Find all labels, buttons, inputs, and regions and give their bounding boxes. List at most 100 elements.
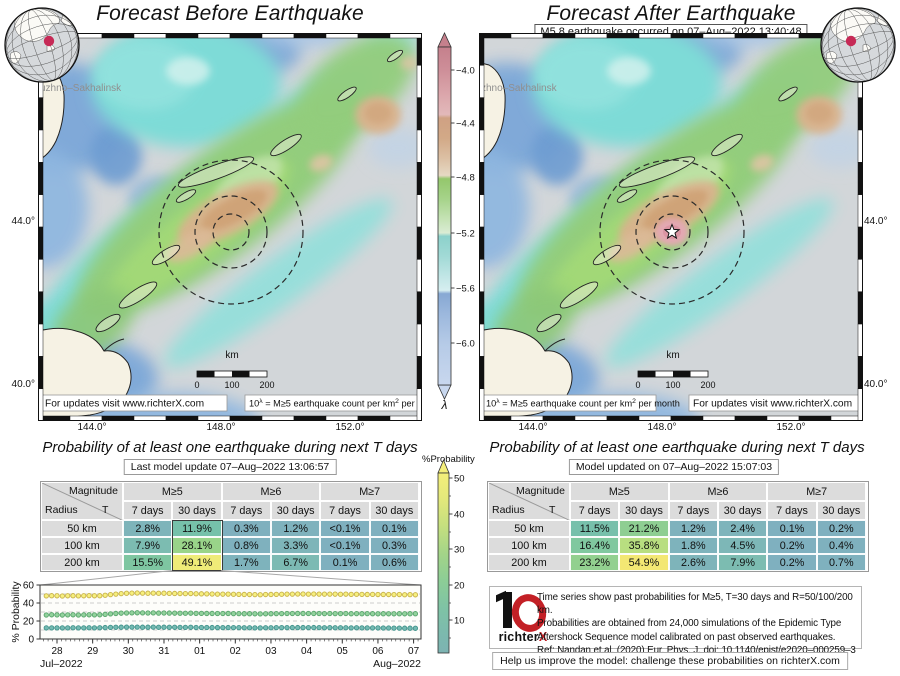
period-header: 30 days [271, 501, 321, 520]
city-label: zhno–Sakhalinsk [481, 83, 558, 94]
logo-word-black: richter [498, 630, 539, 644]
info-text: Time series show past probabilities for … [537, 591, 857, 657]
period-header: 7 days [123, 501, 173, 520]
prob-cell: 21.2% [619, 520, 669, 537]
mag-group-header: M≥6 [668, 482, 768, 501]
prob-tick: 30 [454, 545, 465, 556]
probability-timeseries-chart: 0 20 40 60 28 29 30 31 01 02 03 04 05 06 07 Jul–2022 Aug… [23, 570, 422, 670]
mag-group-header: M≥7 [767, 482, 866, 501]
lat-label: 44.0° [864, 216, 888, 227]
prob-cell: 7.9% [123, 537, 173, 554]
xtick-label: 28 [51, 646, 63, 657]
svg-text:100: 100 [665, 380, 680, 390]
model-update-left: Last model update 07–Aug–2022 13:06:57 [123, 459, 337, 475]
prob-cell: 2.8% [123, 520, 173, 537]
lat-label: 40.0° [864, 379, 888, 390]
prob-cell: 23.2% [570, 554, 620, 571]
period-header: 30 days [816, 501, 866, 520]
lambda-tick: −4.8 [456, 173, 475, 184]
lambda-tick: −4.0 [456, 66, 475, 77]
model-update-right: Model updated on 07–Aug–2022 15:07:03 [568, 459, 780, 475]
richterx-info-box: richterX Time series show past probabili… [489, 586, 862, 656]
city-label: uzhno–Sakhalinsk [40, 83, 122, 94]
lambda-tick: −6.0 [456, 339, 475, 350]
prob-cell: 0.1% [767, 520, 817, 537]
ytick-label: 20 [23, 617, 35, 628]
lambda-note: 10λ = M≥5 earthquake count per km2 per m… [486, 398, 680, 409]
info-line: Time series show past probabilities for … [537, 592, 853, 617]
info-line: Aftershock Sequence model calibrated on … [537, 631, 836, 643]
prob-cell: 2.6% [668, 554, 718, 571]
period-header: 7 days [767, 501, 817, 520]
series-r200km [43, 590, 419, 599]
xtick-label: 06 [372, 646, 384, 657]
svg-text:km: km [225, 350, 238, 361]
xtick-label: 30 [123, 646, 135, 657]
svg-text:0: 0 [194, 380, 199, 390]
svg-text:km: km [666, 350, 679, 361]
prob-cell: 0.2% [816, 520, 866, 537]
prob-cell: 0.7% [816, 554, 866, 571]
footer-note: Help us improve the model: challenge the… [492, 652, 848, 670]
prob-table-after: Magnitude Radius T M≥5 M≥6 M≥7 7 days 30 days 7 … [487, 481, 869, 572]
prob-cell: 35.8% [619, 537, 669, 554]
prob-table-before: Magnitude Radius T M≥5 M≥6 M≥7 7 days 30 days 7 … [40, 481, 422, 572]
prob-cell: 16.4% [570, 537, 620, 554]
lambda-colorbar: −4.0 −4.4 −4.8 −5.2 −5.6 −6.0 λ [437, 32, 475, 412]
prob-cell: 1.2% [271, 520, 321, 537]
info-line: Ref: Nandan et.al. (2020) Eur. Phys. J, … [537, 644, 856, 656]
kuril-island [337, 86, 357, 102]
logo-wordmark: richterX [494, 630, 552, 644]
info-line: Probabilities are obtained from 24,000 s… [537, 618, 842, 630]
xtick-label: 31 [158, 646, 170, 657]
logo-numeral-one-icon [503, 592, 512, 628]
radius-label: 50 km [488, 520, 570, 537]
period-header: 7 days [668, 501, 718, 520]
prob-cell: 0.2% [767, 537, 817, 554]
xtick-label: 01 [194, 646, 206, 657]
lon-label: 148.0° [647, 422, 677, 433]
corner-radius: Radius [492, 504, 525, 516]
radius-circles [158, 159, 304, 305]
table-corner: Magnitude Radius T [41, 482, 124, 521]
prob-title-left: Probability of at least one earthquake d… [42, 439, 418, 456]
month-label-right: Aug–2022 [373, 658, 421, 670]
prob-cell: 1.2% [668, 520, 718, 537]
period-header: 7 days [320, 501, 370, 520]
kuril-island [711, 133, 743, 157]
updates-note: For updates visit www.richterX.com [693, 399, 852, 410]
kuril-island [778, 86, 798, 102]
globe-inset-left [4, 7, 80, 83]
series-r50km [43, 624, 419, 631]
radius-label: 200 km [488, 554, 570, 571]
richterx-logo: richterX [494, 590, 552, 645]
radius-label: 200 km [41, 554, 123, 571]
lambda-tick: −5.2 [456, 229, 475, 240]
map-frame [479, 33, 863, 421]
xtick-label: 02 [230, 646, 242, 657]
lon-label: 152.0° [776, 422, 806, 433]
probability-colorbar: %Probability 50 40 30 20 10 [422, 454, 475, 654]
kuril-island [95, 313, 121, 333]
radius-label: 50 km [41, 520, 123, 537]
kuril-island [559, 281, 599, 309]
kuril-island [270, 133, 302, 157]
radius-label: 100 km [41, 537, 123, 554]
xtick-label: 05 [337, 646, 349, 657]
lon-label: 144.0° [77, 422, 107, 433]
epicenter-star-icon [663, 223, 681, 240]
zoom-connector [40, 570, 172, 586]
kuril-island [177, 156, 255, 188]
prob-cell: 15.5% [123, 554, 173, 571]
map-frame [38, 33, 422, 421]
map-after: zhno–Sakhalinsk km 0 100 200 10λ = M≥5 earthq… [479, 33, 863, 421]
prob-cell: 0.3% [221, 520, 271, 537]
corner-radius: Radius [45, 504, 78, 516]
period-header: 30 days [718, 501, 768, 520]
prob-cell: 1.8% [668, 537, 718, 554]
svg-text:100: 100 [224, 380, 239, 390]
svg-text:0: 0 [635, 380, 640, 390]
xtick-label: 03 [265, 646, 277, 657]
prob-title-right: Probability of at least one earthquake d… [489, 439, 865, 456]
